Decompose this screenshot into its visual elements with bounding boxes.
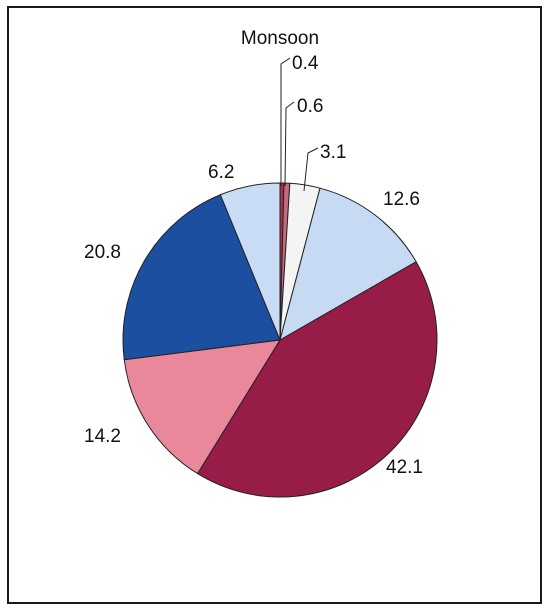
- slice-label-12-6: 12.6: [383, 189, 420, 210]
- slice-label-20-8: 20.8: [84, 242, 121, 263]
- slice-label-0-6: 0.6: [297, 96, 323, 117]
- pie-slice-42-1: [196, 261, 438, 498]
- pie-slice-20-8: [122, 194, 281, 361]
- pie-slice-6-2: [219, 182, 281, 341]
- slice-label-42-1: 42.1: [386, 457, 423, 478]
- pie-slice-12-6: [279, 187, 417, 342]
- leader-line-0-6: [284, 101, 295, 187]
- slice-label-0-4: 0.4: [292, 53, 319, 74]
- slice-labels: 0.4 0.6 3.1 12.6 42.1 14.2 20.8 6.2: [84, 53, 423, 478]
- chart-title: Monsoon: [241, 28, 319, 49]
- slice-label-14-2: 14.2: [84, 426, 121, 447]
- pie-slices: [122, 182, 438, 498]
- pie-slice-14-2: [123, 339, 281, 475]
- leader-lines: [280, 57, 319, 192]
- slice-label-3-1: 3.1: [320, 142, 346, 163]
- leader-line-3-1: [303, 147, 319, 192]
- slice-label-6-2: 6.2: [208, 162, 234, 183]
- leader-line-0-4: [280, 57, 291, 186]
